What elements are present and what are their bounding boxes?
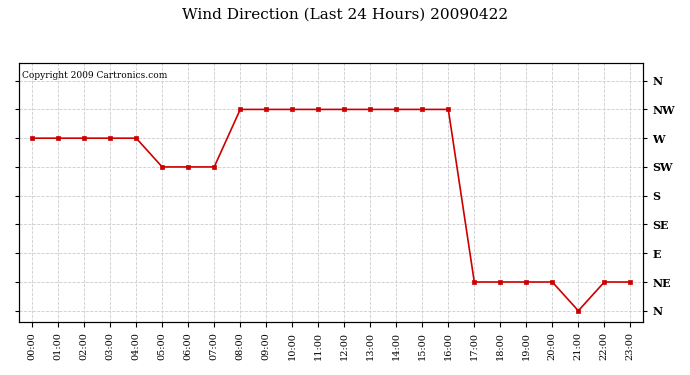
Text: Copyright 2009 Cartronics.com: Copyright 2009 Cartronics.com: [22, 70, 168, 80]
Text: Wind Direction (Last 24 Hours) 20090422: Wind Direction (Last 24 Hours) 20090422: [182, 8, 508, 21]
